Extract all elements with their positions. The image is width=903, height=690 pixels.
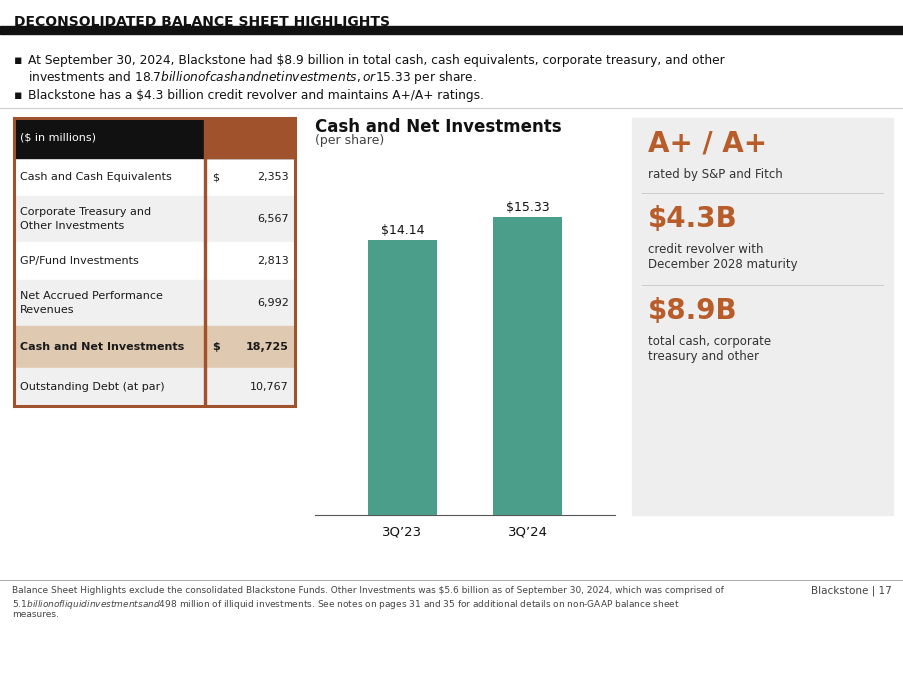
Text: $14.14: $14.14 xyxy=(380,224,424,237)
Text: credit revolver with: credit revolver with xyxy=(647,243,763,256)
Text: Outstanding Debt (at par): Outstanding Debt (at par) xyxy=(20,382,164,392)
Text: ▪: ▪ xyxy=(14,89,23,102)
Text: DECONSOLIDATED BALANCE SHEET HIGHLIGHTS: DECONSOLIDATED BALANCE SHEET HIGHLIGHTS xyxy=(14,15,389,29)
Text: $8.9B: $8.9B xyxy=(647,297,737,325)
Text: 10,767: 10,767 xyxy=(250,382,289,392)
Bar xyxy=(14,242,294,280)
Bar xyxy=(14,118,294,158)
Bar xyxy=(14,118,294,406)
Text: 6,567: 6,567 xyxy=(257,214,289,224)
Bar xyxy=(14,326,294,368)
Text: Cash and Net Investments: Cash and Net Investments xyxy=(20,342,184,352)
Bar xyxy=(204,242,206,280)
Text: GP/Fund Investments: GP/Fund Investments xyxy=(20,256,138,266)
Bar xyxy=(204,196,206,242)
Text: 3Q’24: 3Q’24 xyxy=(246,132,286,144)
Text: investments and $18.7 billion of cash and net investments, or $15.33 per share.: investments and $18.7 billion of cash an… xyxy=(28,69,477,86)
Text: treasury and other: treasury and other xyxy=(647,350,759,363)
Bar xyxy=(14,158,294,196)
Text: December 2028 maturity: December 2028 maturity xyxy=(647,258,796,271)
Bar xyxy=(14,196,294,242)
Bar xyxy=(204,118,294,158)
Text: $4.3B: $4.3B xyxy=(647,205,737,233)
Bar xyxy=(204,158,206,196)
Text: 2,353: 2,353 xyxy=(257,172,289,182)
Bar xyxy=(14,368,294,406)
Text: Corporate Treasury and: Corporate Treasury and xyxy=(20,207,151,217)
Text: Blackstone has a $4.3 billion credit revolver and maintains A+/A+ ratings.: Blackstone has a $4.3 billion credit rev… xyxy=(28,89,483,102)
Text: rated by S&P and Fitch: rated by S&P and Fitch xyxy=(647,168,782,181)
Text: $5.1 billion of liquid investments and $498 million of illiquid investments. See: $5.1 billion of liquid investments and $… xyxy=(12,598,679,611)
Text: A+ / A+: A+ / A+ xyxy=(647,130,767,158)
Text: Net Accrued Performance: Net Accrued Performance xyxy=(20,291,163,301)
Text: ▪: ▪ xyxy=(14,54,23,67)
Bar xyxy=(204,368,206,406)
Text: Balance Sheet Highlights exclude the consolidated Blackstone Funds. Other Invest: Balance Sheet Highlights exclude the con… xyxy=(12,586,723,595)
Text: $15.33: $15.33 xyxy=(505,201,549,214)
Bar xyxy=(0,26,903,34)
Text: Cash and Cash Equivalents: Cash and Cash Equivalents xyxy=(20,172,172,182)
Bar xyxy=(204,280,206,326)
Text: $: $ xyxy=(212,342,219,352)
Bar xyxy=(204,326,206,368)
Text: 6,992: 6,992 xyxy=(256,298,289,308)
Text: measures.: measures. xyxy=(12,610,59,619)
Text: Other Investments: Other Investments xyxy=(20,221,124,231)
Bar xyxy=(492,217,562,515)
Text: Blackstone | 17: Blackstone | 17 xyxy=(810,586,891,596)
Text: (per share): (per share) xyxy=(314,134,384,147)
Text: At September 30, 2024, Blackstone had $8.9 billion in total cash, cash equivalen: At September 30, 2024, Blackstone had $8… xyxy=(28,54,724,67)
Text: Cash and Net Investments: Cash and Net Investments xyxy=(314,118,561,136)
Text: 18,725: 18,725 xyxy=(246,342,289,352)
Text: $: $ xyxy=(212,172,219,182)
Bar xyxy=(14,280,294,326)
Text: 2,813: 2,813 xyxy=(257,256,289,266)
Text: ($ in millions): ($ in millions) xyxy=(20,133,96,143)
Text: total cash, corporate: total cash, corporate xyxy=(647,335,770,348)
Bar xyxy=(368,240,436,515)
Text: Revenues: Revenues xyxy=(20,305,74,315)
Bar xyxy=(631,118,892,515)
